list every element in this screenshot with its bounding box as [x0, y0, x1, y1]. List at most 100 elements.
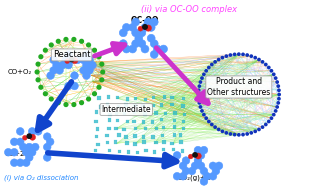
Bar: [173, 133, 176, 137]
Circle shape: [215, 162, 223, 170]
Circle shape: [225, 131, 228, 135]
Bar: [122, 128, 126, 131]
Circle shape: [50, 67, 57, 74]
Bar: [117, 105, 120, 108]
Circle shape: [65, 59, 70, 64]
Circle shape: [74, 56, 81, 64]
Circle shape: [129, 45, 136, 53]
Circle shape: [200, 146, 208, 154]
Circle shape: [68, 56, 75, 64]
Circle shape: [198, 105, 202, 109]
Circle shape: [150, 18, 158, 26]
Circle shape: [39, 85, 43, 89]
Bar: [162, 126, 165, 129]
Circle shape: [220, 56, 224, 60]
Circle shape: [16, 159, 24, 167]
Bar: [145, 149, 148, 152]
Circle shape: [203, 172, 211, 180]
Bar: [151, 120, 154, 124]
Circle shape: [229, 53, 232, 57]
Bar: [108, 113, 112, 116]
Circle shape: [277, 88, 281, 92]
Bar: [161, 134, 164, 137]
Bar: [134, 97, 137, 100]
Circle shape: [197, 93, 200, 96]
Bar: [108, 149, 111, 152]
Bar: [142, 140, 146, 144]
Bar: [94, 149, 97, 153]
Bar: [136, 150, 139, 154]
Bar: [162, 148, 165, 151]
Bar: [95, 110, 98, 114]
Circle shape: [257, 58, 261, 61]
Bar: [182, 97, 185, 100]
Circle shape: [245, 53, 249, 57]
Circle shape: [153, 45, 161, 53]
Circle shape: [193, 153, 197, 157]
Circle shape: [188, 154, 193, 159]
Circle shape: [20, 143, 27, 151]
Circle shape: [83, 61, 90, 69]
Circle shape: [225, 54, 228, 58]
Circle shape: [270, 116, 273, 120]
Bar: [160, 118, 163, 122]
Bar: [152, 135, 155, 139]
Circle shape: [119, 40, 127, 48]
Circle shape: [197, 162, 205, 170]
Circle shape: [277, 97, 281, 101]
Circle shape: [71, 82, 78, 90]
Bar: [144, 98, 147, 101]
Circle shape: [144, 18, 152, 26]
Circle shape: [93, 48, 96, 52]
Circle shape: [132, 18, 140, 26]
Bar: [152, 96, 155, 99]
Circle shape: [182, 157, 190, 164]
Bar: [170, 103, 174, 106]
Circle shape: [47, 72, 54, 79]
Circle shape: [62, 56, 69, 64]
Circle shape: [119, 29, 127, 37]
Circle shape: [138, 26, 143, 31]
Bar: [154, 112, 158, 115]
Circle shape: [275, 105, 279, 109]
Circle shape: [22, 159, 30, 167]
Circle shape: [150, 50, 158, 58]
Circle shape: [200, 178, 208, 185]
Bar: [94, 135, 98, 138]
Circle shape: [50, 56, 57, 64]
Circle shape: [64, 38, 68, 41]
Bar: [117, 150, 121, 153]
Text: CO₂(g)+O: CO₂(g)+O: [178, 174, 212, 181]
Bar: [126, 97, 129, 101]
Circle shape: [16, 128, 24, 135]
Bar: [124, 103, 128, 107]
Circle shape: [49, 97, 53, 101]
Circle shape: [179, 172, 187, 180]
Circle shape: [65, 51, 72, 58]
Bar: [170, 96, 174, 99]
Circle shape: [253, 129, 257, 133]
Bar: [183, 112, 186, 116]
Circle shape: [141, 23, 149, 31]
Circle shape: [241, 53, 245, 56]
Circle shape: [72, 103, 76, 106]
Circle shape: [43, 48, 47, 52]
Circle shape: [46, 138, 54, 146]
Circle shape: [56, 40, 60, 43]
Bar: [144, 127, 147, 130]
Circle shape: [28, 148, 36, 156]
Bar: [116, 96, 119, 99]
Circle shape: [34, 128, 42, 135]
Bar: [106, 95, 110, 99]
Bar: [134, 104, 137, 107]
Circle shape: [10, 138, 18, 146]
Circle shape: [80, 56, 87, 64]
Bar: [107, 127, 111, 130]
Bar: [106, 103, 109, 106]
Circle shape: [210, 123, 214, 126]
Circle shape: [97, 85, 101, 89]
Circle shape: [69, 57, 74, 62]
Circle shape: [141, 45, 149, 53]
Circle shape: [101, 70, 105, 74]
Circle shape: [100, 62, 104, 66]
